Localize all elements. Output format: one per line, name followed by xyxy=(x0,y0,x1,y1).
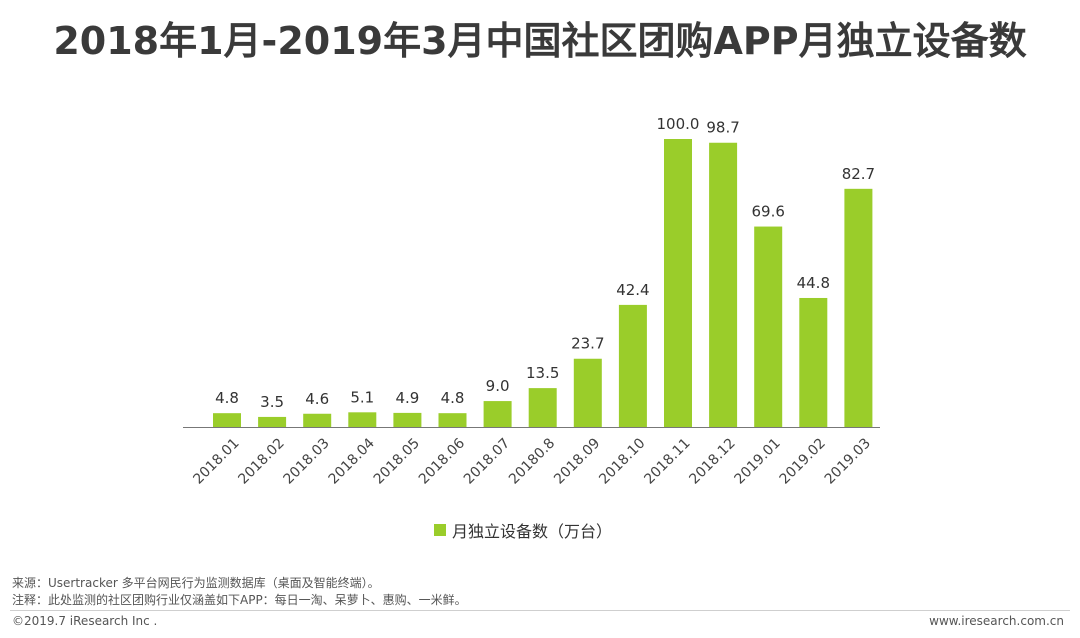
notes: 来源：Usertracker 多平台网民行为监测数据库（桌面及智能终端）。 注释… xyxy=(12,575,467,609)
x-tick-label-2019.02: 2019.02 xyxy=(777,435,829,487)
source-note: 来源：Usertracker 多平台网民行为监测数据库（桌面及智能终端）。 xyxy=(12,576,380,590)
x-tick-label-2019.01: 2019.01 xyxy=(732,435,784,487)
bar-chart: 4.8 2018.01 3.5 2018.02 4.6 2018.03 5.1 2018.04… xyxy=(183,115,880,488)
bar-2018.10 xyxy=(618,304,647,427)
legend-swatch xyxy=(434,524,446,536)
x-tick-label-2018.12: 2018.12 xyxy=(686,435,738,487)
data-label-2019.03: 82.7 xyxy=(842,165,875,183)
bar-2019.03 xyxy=(844,188,873,427)
data-label-2018.10: 42.4 xyxy=(616,281,649,299)
scope-note: 注释：此处监测的社区团购行业仅涵盖如下APP：每日一淘、呆萝卜、惠购、一米鲜。 xyxy=(12,593,467,607)
legend: 月独立设备数（万台） xyxy=(434,519,612,541)
bar-2018.03 xyxy=(303,413,332,427)
bar-20180.8 xyxy=(528,388,557,427)
bar-2018.05 xyxy=(393,412,422,427)
bar-2018.12 xyxy=(709,142,738,427)
data-label-2018.09: 23.7 xyxy=(571,335,604,353)
x-tick-label-2018.07: 2018.07 xyxy=(461,435,513,487)
bar-2018.11 xyxy=(664,139,692,427)
bar-2018.01 xyxy=(213,413,241,427)
data-label-2018.04: 5.1 xyxy=(350,388,374,406)
bar-2019.02 xyxy=(799,297,828,427)
data-label-2019.02: 44.8 xyxy=(797,274,830,292)
footer-divider xyxy=(10,610,1070,611)
bar-2018.06 xyxy=(438,413,467,427)
x-tick-label-2018.10: 2018.10 xyxy=(596,435,648,487)
x-tick-label-2018.05: 2018.05 xyxy=(371,435,423,487)
bar-2018.07 xyxy=(483,401,512,427)
bar-2018.04 xyxy=(348,412,377,427)
x-tick-label-2018.06: 2018.06 xyxy=(416,435,468,487)
x-tick-label-2018.02: 2018.02 xyxy=(235,435,287,487)
data-label-2019.01: 69.6 xyxy=(751,203,784,221)
legend-label: 月独立设备数（万台） xyxy=(452,522,613,541)
data-label-2018.03: 4.6 xyxy=(305,390,329,408)
chart-title: 2018年1月-2019年3月中国社区团购APP月独立设备数 xyxy=(53,19,1027,63)
data-label-2018.12: 98.7 xyxy=(706,119,739,137)
data-label-2018.02: 3.5 xyxy=(260,393,284,411)
x-tick-label-20180.8: 20180.8 xyxy=(506,435,558,487)
data-label-2018.06: 4.8 xyxy=(441,389,465,407)
bar-2019.01 xyxy=(754,226,783,427)
x-tick-label-2018.03: 2018.03 xyxy=(281,435,333,487)
copyright: ©2019.7 iResearch Inc . xyxy=(12,614,158,628)
data-label-2018.05: 4.9 xyxy=(395,389,419,407)
data-label-2018.07: 9.0 xyxy=(486,377,510,395)
bar-2018.09 xyxy=(573,358,602,427)
x-tick-label-2018.04: 2018.04 xyxy=(326,435,378,487)
x-tick-label-2018.11: 2018.11 xyxy=(641,435,693,487)
x-tick-label-2018.09: 2018.09 xyxy=(551,435,603,487)
x-tick-label-2019.03: 2019.03 xyxy=(822,435,874,487)
x-tick-label-2018.01: 2018.01 xyxy=(190,435,242,487)
data-label-2018.11: 100.0 xyxy=(657,115,700,133)
website: www.iresearch.com.cn xyxy=(929,614,1064,628)
bar-2018.02 xyxy=(258,416,287,427)
data-label-20180.8: 13.5 xyxy=(526,364,559,382)
data-label-2018.01: 4.8 xyxy=(215,389,239,407)
